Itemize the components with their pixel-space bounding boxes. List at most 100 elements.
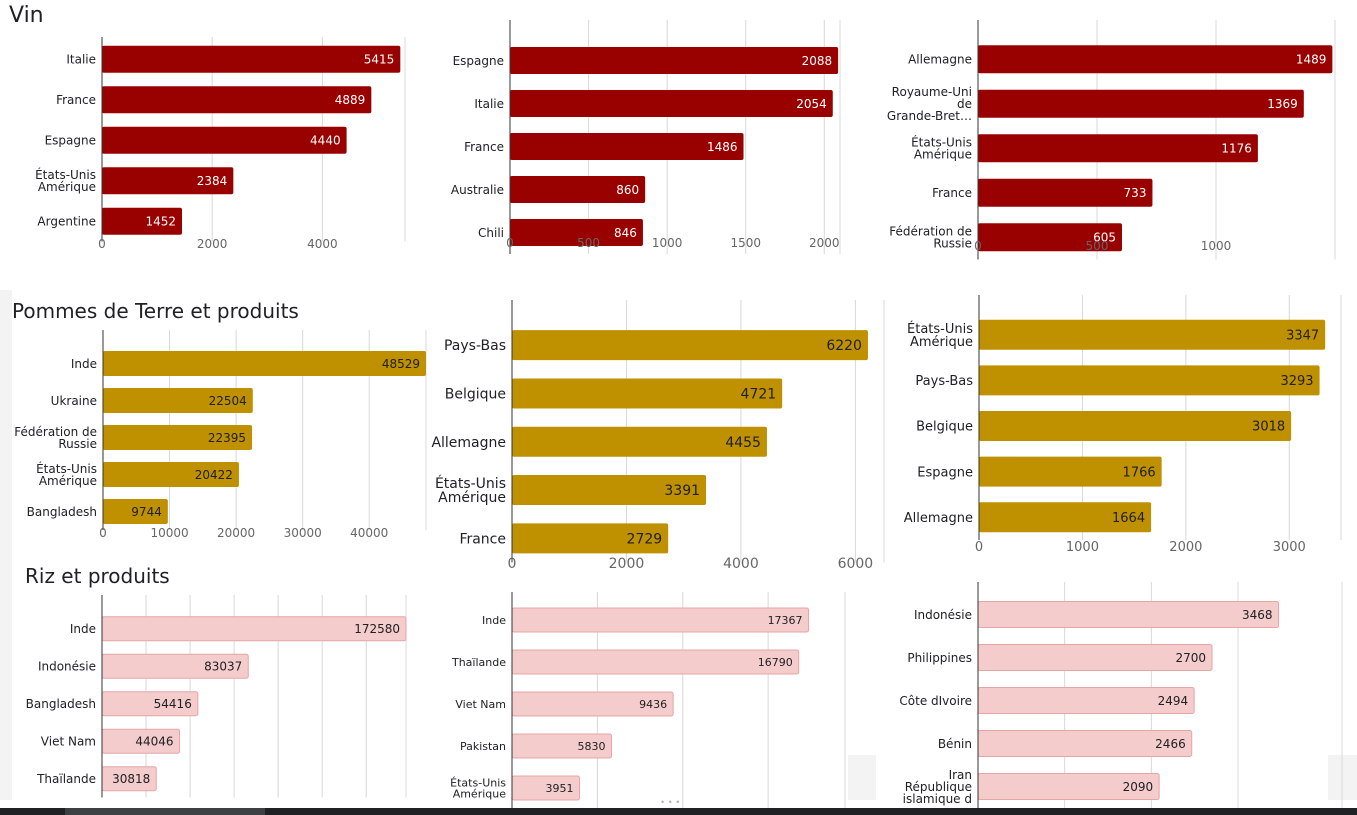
category-label: Royaume-Uni (892, 85, 972, 99)
bar-value-label: 5830 (578, 740, 606, 753)
bar-value-label: 2088 (802, 54, 833, 68)
category-label: États-Unis (35, 167, 96, 182)
category-label: Inde (70, 622, 96, 636)
category-label: Australie (451, 183, 504, 197)
tick-label: 0 (98, 237, 106, 251)
category-label: Argentine (37, 215, 96, 229)
bar (512, 426, 767, 457)
category-label: Viet Nam (41, 735, 96, 749)
tick-label: 20000 (217, 526, 255, 540)
bar-value-label: 2384 (197, 174, 228, 188)
category-label: Amérique (438, 490, 506, 506)
category-label: Amérique (38, 180, 96, 194)
bar (103, 499, 168, 524)
bar (979, 365, 1320, 396)
category-label: Indonésie (914, 608, 972, 622)
bar (102, 167, 234, 195)
bar-value-label: 1489 (1296, 53, 1327, 67)
bar-value-label: 6220 (826, 338, 862, 354)
tick-label: 0 (975, 540, 983, 555)
bar-value-label: 1176 (1221, 142, 1252, 156)
category-label: États-Unis (435, 475, 506, 492)
category-label: Espagne (45, 134, 96, 148)
tick-label: 0 (99, 526, 107, 540)
bar (103, 388, 253, 413)
bar-value-label: 1766 (1123, 465, 1156, 480)
bar (979, 411, 1292, 441)
tick-label: 500 (1086, 239, 1109, 253)
bar-value-label: 48529 (382, 357, 420, 371)
bar (978, 134, 1258, 163)
chart-vin-3: 1489 Allemagne 1369 Royaume-UnideGrande-Bre… (887, 20, 1336, 260)
tick-label: 2000 (1169, 540, 1202, 555)
category-label: France (459, 531, 506, 547)
bar-value-label: 860 (616, 183, 639, 197)
category-label: Chili (478, 226, 504, 240)
category-label: Inde (71, 357, 97, 371)
category-label: Côte dIvoire (899, 694, 972, 708)
bar-value-label: 3018 (1252, 420, 1285, 435)
tick-label: 0 (974, 239, 982, 253)
bar (511, 649, 800, 675)
category-label: Pakistan (460, 740, 506, 753)
category-label: États-Unis (36, 461, 97, 476)
bar (103, 462, 239, 487)
bar (103, 425, 253, 450)
category-label: Bangladesh (27, 505, 97, 519)
bar-value-label: 2494 (1158, 694, 1189, 708)
bar (510, 47, 839, 74)
category-label: Russie (58, 437, 97, 451)
bar (979, 319, 1326, 350)
chart-vin-1: 5415 Italie 4889 France 4440 Espagne 2384 États… (35, 37, 406, 251)
category-label: Amérique (453, 787, 507, 800)
bar-value-label: 22504 (209, 394, 247, 408)
bar-value-label: 1486 (707, 140, 738, 154)
category-label: Allemagne (431, 435, 506, 451)
tick-label: 500 (577, 236, 600, 250)
bar (510, 176, 646, 203)
bar-value-label: 83037 (204, 660, 242, 674)
bar-value-label: 605 (1093, 231, 1116, 245)
category-label: Inde (482, 614, 506, 627)
bar (512, 378, 783, 409)
tick-label: 1000 (1066, 540, 1099, 555)
bar-value-label: 3347 (1286, 328, 1319, 343)
bottom-tab[interactable] (65, 808, 265, 815)
bar (978, 178, 1153, 207)
tick-label: 2000 (809, 236, 840, 250)
section-title-riz: Riz et produits (25, 564, 170, 588)
category-label: République (905, 780, 972, 794)
bar-value-label: 30818 (112, 772, 150, 786)
bar-value-label: 1369 (1267, 97, 1298, 111)
bar-value-label: 4721 (741, 386, 777, 402)
chart-riz-1: 172580 Inde 83037 Indonésie 54416 Bangladesh 4… (26, 595, 407, 798)
bar (102, 126, 347, 154)
bar-value-label: 9436 (639, 698, 667, 711)
category-label: Pays-Bas (915, 374, 973, 389)
bar-value-label: 172580 (354, 622, 400, 636)
tick-label: 30000 (284, 526, 322, 540)
bar (977, 601, 1280, 628)
bar-value-label: 54416 (154, 697, 192, 711)
chart-riz-3: 3468 Indonésie 2700 Philippines 2494 Côte dIv… (899, 582, 1343, 808)
bottom-bar (0, 808, 1357, 815)
tick-label: 2000 (609, 556, 645, 572)
category-label: États-Unis (907, 321, 973, 337)
category-label: Iran (949, 768, 972, 782)
resize-handle-icon[interactable]: • • • (661, 797, 681, 807)
category-label: Espagne (453, 54, 504, 68)
tick-label: 40000 (350, 526, 388, 540)
bar (512, 330, 868, 361)
category-label: Belgique (916, 420, 973, 435)
bar (978, 89, 1304, 118)
category-label: Indonésie (38, 660, 96, 674)
bar (102, 86, 372, 114)
bar-value-label: 3391 (664, 483, 700, 499)
tick-label: 0 (508, 556, 517, 572)
bar-value-label: 733 (1124, 186, 1147, 200)
bar-value-label: 2090 (1123, 780, 1154, 794)
section-title-pommes-de-terre: Pommes de Terre et produits (12, 299, 299, 323)
category-label: Amérique (914, 148, 972, 162)
category-label: États-Unis (450, 776, 506, 789)
category-label: États-Unis (911, 135, 972, 150)
